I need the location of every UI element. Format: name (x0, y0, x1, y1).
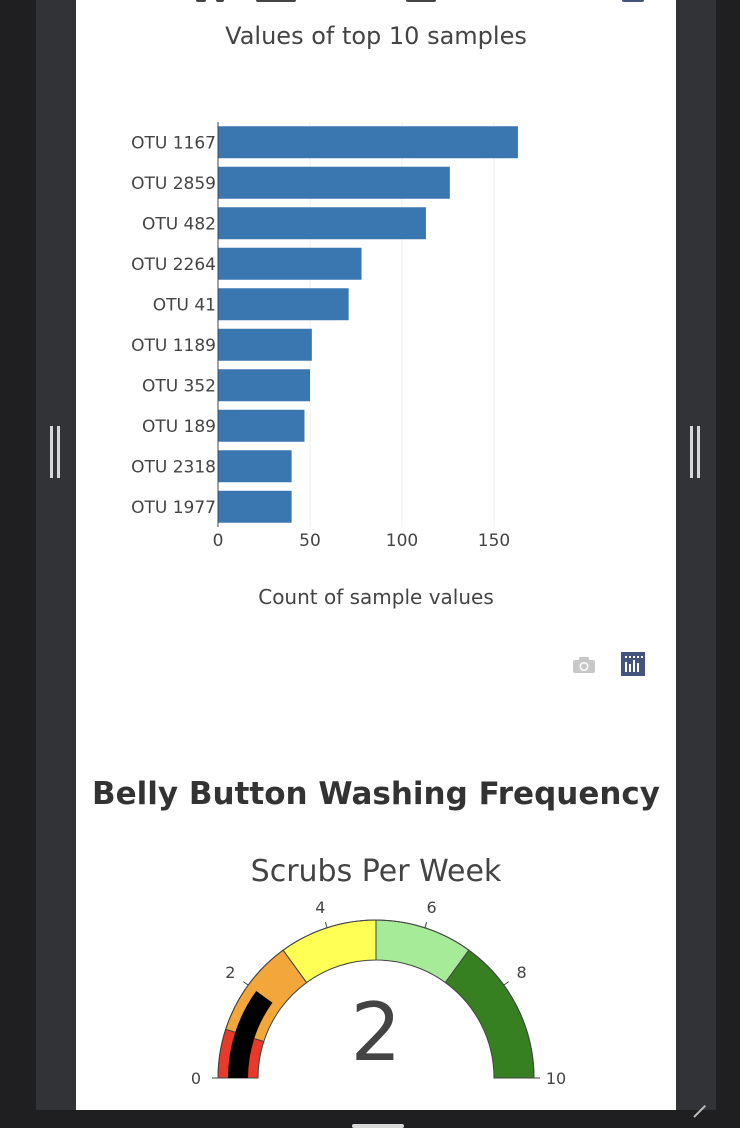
gauge-tick (243, 981, 249, 986)
gauge-chart: 0 2 4 6 8 10 2 (191, 898, 566, 1088)
y-tick-label: OTU 1189 (131, 336, 216, 356)
gauge-tick (324, 921, 328, 928)
bar (218, 166, 450, 199)
y-tick-label: OTU 2859 (131, 174, 216, 194)
bar (218, 450, 292, 483)
bar (218, 328, 312, 361)
bar (218, 288, 349, 321)
gauge-tick-label: 8 (517, 963, 527, 982)
x-tick-label: 0 (213, 531, 224, 551)
gauge-tick (503, 981, 509, 986)
y-tick-label: OTU 2318 (131, 457, 216, 477)
washing-frequency-heading: Belly Button Washing Frequency (91, 776, 661, 812)
y-tick-label: OTU 2264 (131, 255, 216, 275)
camera-icon[interactable] (572, 656, 596, 674)
bar (218, 369, 310, 402)
x-tick-label: 50 (299, 531, 321, 551)
y-tick-label: OTU 352 (142, 376, 216, 396)
gauge-tick (424, 921, 428, 928)
x-axis-title: Count of sample values (258, 585, 494, 609)
bar (218, 207, 426, 240)
bar-chart: OTU 1167 OTU 2859 OTU 482 OTU 2264 OTU 41 OTU… (131, 122, 518, 609)
y-tick-label: OTU 189 (142, 417, 216, 437)
gauge-value: 2 (351, 986, 402, 1079)
bottom-drag-handle[interactable] (352, 1124, 404, 1128)
x-tick-label: 150 (478, 531, 510, 551)
bar (218, 409, 305, 442)
gauge-tick-label: 2 (225, 963, 235, 982)
y-tick-label: OTU 1977 (131, 498, 216, 518)
bar (218, 126, 518, 159)
gauge-value-bar (228, 991, 273, 1078)
y-tick-label: OTU 41 (153, 295, 216, 315)
bar (218, 247, 362, 280)
bar (218, 490, 292, 523)
right-resize-handle[interactable] (690, 426, 700, 478)
gauge-title: Scrubs Per Week (250, 854, 502, 889)
bar-chart-title: Values of top 10 samples (225, 22, 527, 50)
right-gutter (676, 0, 716, 1110)
y-tick-label: OTU 482 (142, 214, 216, 234)
gauge-tick-label: 6 (427, 898, 437, 917)
dashboard-panel: Values of top 10 samples OTU 1167 OTU 285… (76, 0, 676, 1110)
x-tick-label: 100 (386, 531, 418, 551)
left-resize-handle[interactable] (50, 426, 60, 478)
gauge-tick-label: 4 (315, 898, 325, 917)
gauge-outline (217, 919, 535, 1079)
bottom-bar (0, 1110, 740, 1128)
plotly-logo-icon[interactable] (621, 652, 645, 676)
y-tick-label: OTU 1167 (131, 133, 216, 153)
gauge-tick-label: 10 (546, 1069, 566, 1088)
cropped-toolbar (76, 0, 676, 6)
gauge-tick-label: 0 (191, 1069, 201, 1088)
left-gutter (36, 0, 76, 1110)
